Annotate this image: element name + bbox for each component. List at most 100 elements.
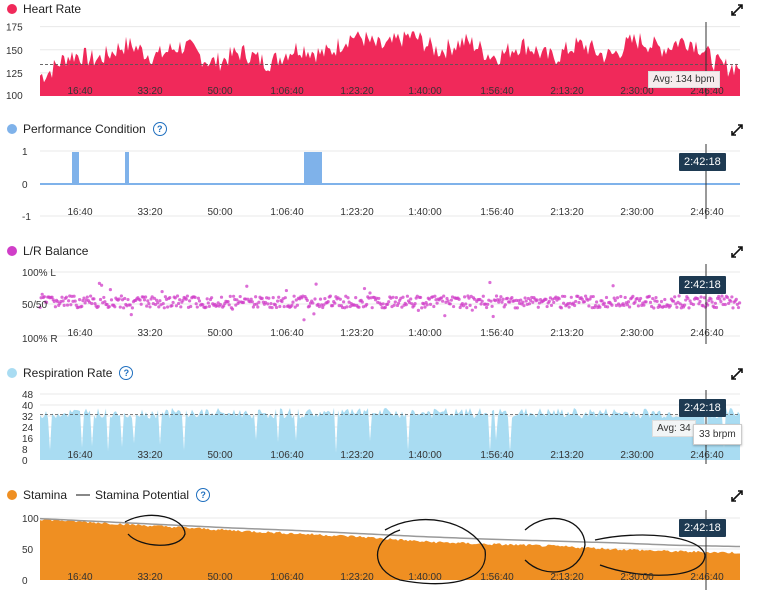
performance-condition-chart[interactable]: 1 0 -1 16:40 33:20 50:00 1:06:40 1:23:20 1:40:00… — [0, 144, 759, 239]
stamina-svg: 100 50 0 16:40 33:20 50:00 1:06:40 1:23:20 1:40:… — [22, 510, 741, 590]
lr-balance-point — [684, 298, 688, 302]
lr-balance-point — [153, 302, 158, 307]
performance-condition-panel: Performance Condition ? 1 0 -1 16:40 33:20 50… — [0, 120, 759, 235]
stamina-area — [40, 519, 740, 580]
expand-icon[interactable] — [731, 4, 743, 16]
help-icon[interactable]: ? — [119, 366, 134, 380]
y-tick-label: 24 — [22, 423, 34, 434]
lr-balance-point — [98, 297, 103, 302]
lr-balance-point — [222, 304, 226, 308]
stamina-chart[interactable]: 100 50 0 16:40 33:20 50:00 1:06:40 1:23:20 1:40:… — [0, 510, 759, 590]
lr-balance-point — [276, 299, 280, 303]
lr-balance-point — [96, 304, 100, 309]
lr-balance-point — [201, 303, 205, 307]
lr-balance-point — [720, 294, 724, 298]
lr-balance-point — [677, 294, 681, 298]
lr-balance-point — [614, 303, 619, 308]
lr-balance-point — [80, 304, 84, 309]
lr-balance-point — [113, 305, 117, 309]
lr-balance-point — [318, 297, 323, 301]
lr-balance-point — [206, 301, 210, 305]
x-tick-label: 2:30:00 — [620, 450, 654, 461]
lr-balance-point — [205, 297, 209, 301]
x-tick-label: 16:40 — [67, 450, 92, 461]
hand-drawn-annotation — [376, 518, 486, 585]
lr-balance-point — [147, 301, 151, 306]
help-icon[interactable]: ? — [152, 122, 167, 136]
lr-balance-point — [251, 305, 255, 309]
y-tick-label: 125 — [6, 69, 23, 80]
lr-balance-point — [628, 305, 632, 309]
performance-condition-legend-dot — [7, 124, 17, 134]
lr-balance-point — [326, 299, 330, 304]
y-tick-label: 150 — [6, 46, 23, 57]
lr-balance-point — [62, 303, 66, 307]
lr-balance-point — [446, 299, 450, 303]
lr-balance-point — [109, 298, 114, 302]
lr-balance-point — [72, 294, 76, 298]
cursor-time-tooltip: 2:42:18 — [679, 276, 726, 294]
lr-balance-point — [292, 294, 296, 298]
expand-icon[interactable] — [731, 368, 743, 380]
performance-condition-bar — [125, 152, 129, 184]
y-tick-label: 48 — [22, 390, 34, 401]
help-icon[interactable]: ? — [196, 488, 211, 502]
lr-balance-point — [595, 300, 599, 304]
lr-balance-point — [582, 300, 587, 304]
expand-icon[interactable] — [731, 124, 743, 136]
lr-balance-point — [189, 304, 193, 309]
lr-balance-point — [613, 298, 617, 303]
respiration-rate-chart[interactable]: 48 40 32 24 16 8 0 16:40 33:20 50:00 1:06:40 1:23:2… — [0, 390, 759, 464]
y-tick-label: 16 — [22, 434, 34, 445]
heart-rate-chart[interactable]: 175 150 125 100 16:40 33:20 50:00 1:06:40 1:23:2… — [0, 22, 759, 115]
lr-balance-point — [729, 299, 733, 303]
lr-balance-point — [155, 298, 159, 302]
lr-balance-point — [521, 300, 525, 304]
lr-balance-point — [489, 299, 493, 303]
lr-balance-point — [675, 305, 679, 309]
lr-balance-point — [510, 295, 514, 300]
lr-balance-point — [102, 295, 106, 300]
lr-balance-point — [162, 306, 166, 310]
lr-balance-point — [100, 283, 104, 287]
lr-balance-point — [567, 305, 571, 309]
lr-balance-point — [93, 302, 97, 306]
lr-balance-point — [461, 304, 466, 308]
lr-balance-point — [387, 300, 391, 304]
lr-balance-point — [557, 297, 561, 301]
expand-icon[interactable] — [731, 490, 743, 502]
lr-balance-chart[interactable]: 100% L 50/50 100% R 16:40 33:20 50:00 1:06:40 1… — [0, 264, 759, 364]
lr-balance-point — [267, 296, 271, 300]
y-tick-label: 8 — [22, 445, 28, 456]
lr-balance-point — [333, 301, 337, 305]
lr-balance-point — [552, 300, 556, 304]
lr-balance-point — [274, 305, 279, 310]
x-tick-label: 16:40 — [67, 328, 92, 339]
lr-balance-point — [549, 303, 554, 307]
lr-balance-point — [282, 304, 286, 309]
lr-balance-point — [523, 296, 527, 300]
x-tick-label: 1:56:40 — [480, 207, 514, 218]
lr-balance-point — [107, 304, 111, 309]
expand-icon[interactable] — [731, 246, 743, 258]
lr-balance-point — [354, 296, 358, 300]
lr-balance-point — [413, 302, 417, 306]
lr-balance-point — [404, 303, 408, 307]
lr-balance-point — [393, 300, 397, 304]
lr-balance-point — [531, 300, 535, 304]
lr-balance-point — [255, 302, 259, 306]
lr-balance-point — [500, 300, 504, 304]
lr-balance-point — [468, 303, 472, 307]
respiration-rate-area — [40, 407, 740, 460]
lr-balance-point — [302, 318, 306, 322]
lr-balance-point — [290, 303, 294, 307]
lr-balance-point — [508, 300, 512, 304]
heart-rate-area — [40, 31, 740, 96]
stamina-title: Stamina Stamina Potential ? — [7, 486, 211, 504]
lr-balance-point — [515, 306, 520, 310]
lr-balance-point — [226, 300, 230, 304]
lr-balance-point — [156, 301, 160, 305]
lr-balance-point — [69, 303, 73, 307]
lr-balance-point — [53, 305, 58, 309]
lr-balance-point — [721, 302, 725, 307]
